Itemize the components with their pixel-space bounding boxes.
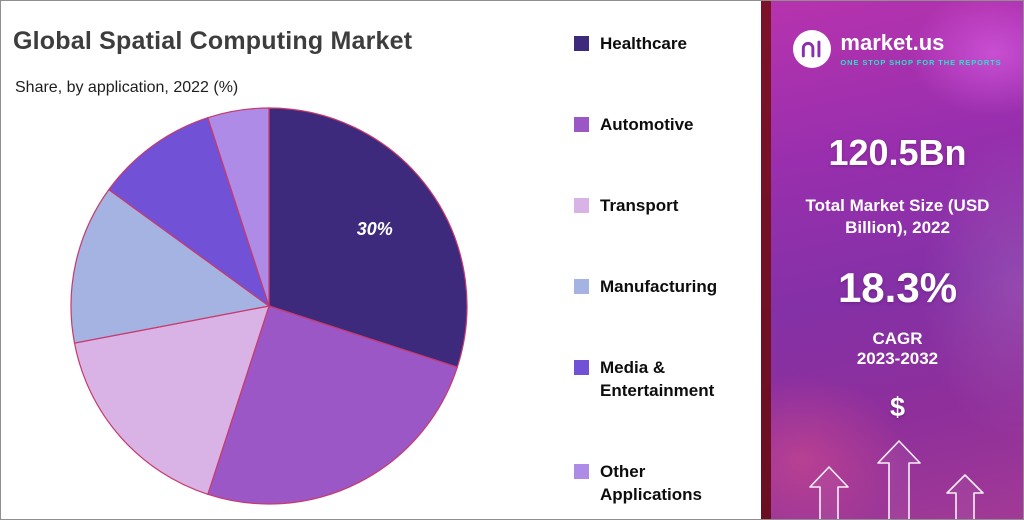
legend-item: Media & Entertainment xyxy=(574,357,754,403)
legend-label: Other Applications xyxy=(600,461,703,504)
accent-strip xyxy=(761,1,771,519)
chart-subtitle: Share, by application, 2022 (%) xyxy=(15,79,239,96)
brand-text: market.us ONE STOP SHOP FOR THE REPORTS xyxy=(840,31,1001,66)
cagr-label: CAGR xyxy=(872,328,923,348)
dollar-icon: $ xyxy=(889,391,906,422)
legend-swatch xyxy=(574,116,589,132)
legend-swatch xyxy=(574,359,589,375)
legend-label: Manufacturing xyxy=(600,276,718,296)
legend-label: Automotive xyxy=(600,114,694,134)
legend-item: Manufacturing xyxy=(574,276,754,299)
market-size-label: Total Market Size (USD Billion), 2022 xyxy=(805,195,990,237)
brand-logo-icon xyxy=(793,30,832,68)
market-size-value: 120.5Bn xyxy=(828,132,967,173)
pie-slice-label: 30% xyxy=(357,219,393,239)
pie-slice xyxy=(107,116,271,308)
chart-area: 30% Global Spatial Computing Market Shar… xyxy=(1,1,761,519)
legend-swatch xyxy=(574,278,589,294)
legend-item: Healthcare xyxy=(574,33,754,56)
legend-label: Healthcare xyxy=(600,34,687,53)
brand-name: market.us xyxy=(840,30,945,56)
legend-item: Automotive xyxy=(574,114,754,137)
chart-title: Global Spatial Computing Market xyxy=(13,27,413,55)
pie-slice xyxy=(207,107,270,307)
legend-label: Transport xyxy=(600,195,679,215)
cagr-value: 18.3% xyxy=(837,263,958,311)
pie-slice xyxy=(70,188,271,344)
pie-slice xyxy=(207,305,459,505)
brand: market.us ONE STOP SHOP FOR THE REPORTS xyxy=(771,27,1023,71)
legend-swatch xyxy=(574,197,589,213)
brand-tagline: ONE STOP SHOP FOR THE REPORTS xyxy=(840,57,1002,67)
pie-slice xyxy=(268,107,468,368)
legend-swatch xyxy=(574,36,589,51)
cagr-period: 2023-2032 xyxy=(856,349,939,369)
sidebar: market.us ONE STOP SHOP FOR THE REPORTS … xyxy=(771,1,1023,519)
legend-item: Transport xyxy=(574,195,754,218)
legend: Healthcare Automotive Transport Manufact… xyxy=(574,33,754,519)
pie-slice xyxy=(73,305,270,496)
pie-chart: 30% xyxy=(70,107,468,505)
legend-label: Media & Entertainment xyxy=(600,357,715,400)
legend-item: Other Applications xyxy=(574,461,754,507)
legend-swatch xyxy=(574,463,589,479)
growth-arrows-icon xyxy=(809,440,984,519)
